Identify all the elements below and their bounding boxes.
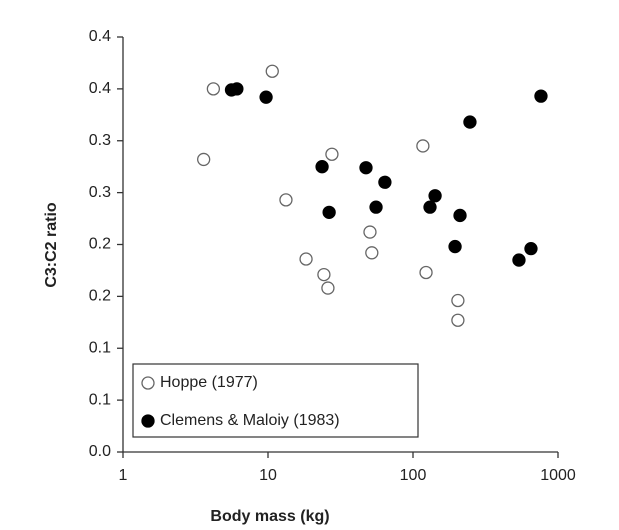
point: [363, 225, 377, 239]
point: [279, 193, 293, 207]
point: [378, 175, 392, 189]
y-tick-label: 0.2: [89, 236, 111, 253]
point: [359, 161, 373, 175]
y-tick-label: 0.4: [89, 28, 111, 45]
y-tick-label: 0.3: [89, 184, 111, 201]
y-tick-label: 0.1: [89, 339, 111, 356]
y-tick-label: 0.2: [89, 288, 111, 305]
x-tick-label: 100: [400, 467, 427, 484]
legend-label: Hoppe (1977): [160, 374, 258, 391]
point: [230, 82, 244, 96]
point: [365, 246, 379, 260]
legend-box: [132, 363, 419, 438]
y-tick-label: 0.3: [89, 132, 111, 149]
point: [451, 293, 465, 308]
point: [197, 152, 211, 167]
x-tick-label: 1: [119, 467, 128, 484]
point: [322, 205, 336, 219]
point: [325, 147, 339, 161]
y-tick-label: 0.0: [89, 443, 111, 460]
point: [315, 160, 329, 174]
point: [265, 64, 279, 78]
y-tick-label: 0.4: [89, 80, 111, 97]
point: [369, 200, 383, 214]
y-axis-label: C3:C2 ratio: [43, 202, 60, 288]
point: [451, 313, 465, 327]
point: [259, 90, 273, 104]
y-tick-label: 0.1: [89, 391, 111, 408]
point: [453, 208, 467, 223]
point: [534, 89, 548, 103]
point: [463, 115, 477, 129]
legend-label: Clemens & Maloiy (1983): [160, 412, 340, 429]
point: [428, 189, 442, 203]
x-axis-label: Body mass (kg): [210, 508, 329, 525]
point: [416, 139, 430, 153]
x-tick-label: 10: [259, 467, 277, 484]
point: [423, 200, 437, 214]
point: [206, 82, 221, 96]
point: [512, 253, 526, 267]
point: [321, 281, 335, 295]
x-tick-label: 1000: [540, 467, 576, 484]
point: [299, 252, 313, 266]
point: [448, 239, 462, 254]
legend-marker: [141, 414, 155, 428]
point: [419, 265, 433, 280]
point: [317, 267, 331, 282]
legend-marker: [141, 376, 155, 390]
point: [524, 241, 538, 256]
